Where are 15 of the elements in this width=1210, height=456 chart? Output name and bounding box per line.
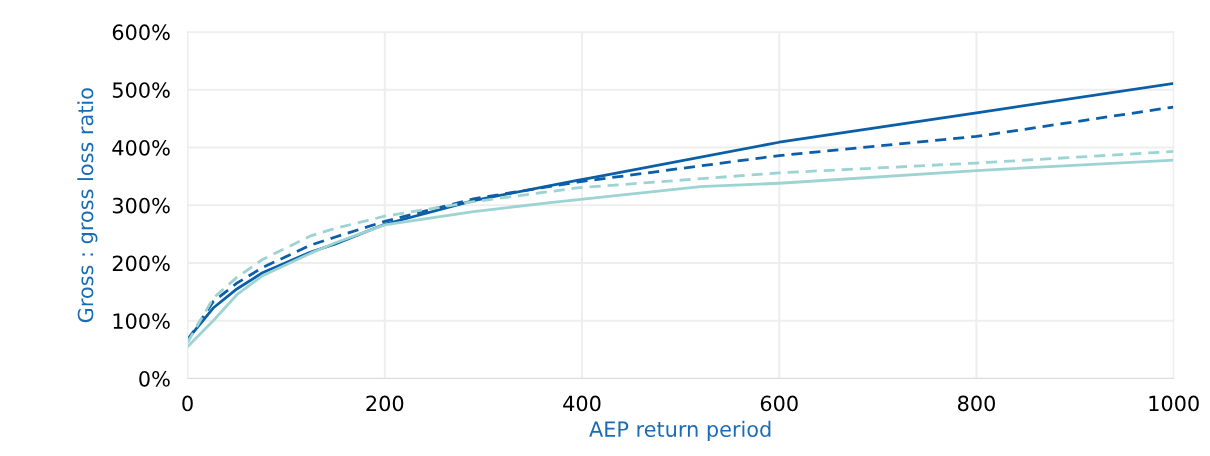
y-axis-title: Gross : gross loss ratio	[77, 88, 98, 323]
x-tick-label: 800	[958, 395, 995, 412]
x-tick-label: 0	[182, 395, 193, 412]
y-tick-label: 600%	[112, 24, 170, 41]
y-tick-label: 200%	[112, 255, 170, 272]
x-tick-label: 400	[563, 395, 601, 412]
y-tick-label: 0%	[139, 370, 170, 387]
y-tick-label: 300%	[112, 197, 170, 214]
x-tick-label: 200	[366, 395, 404, 412]
x-tick-label: 1000	[1149, 395, 1199, 412]
y-tick-label: 500%	[112, 82, 170, 98]
x-tick-label: 600	[760, 395, 798, 412]
x-axis-title: AEP return period	[589, 420, 771, 442]
y-tick-label: 100%	[113, 313, 170, 329]
y-tick-label: 400%	[112, 139, 170, 156]
